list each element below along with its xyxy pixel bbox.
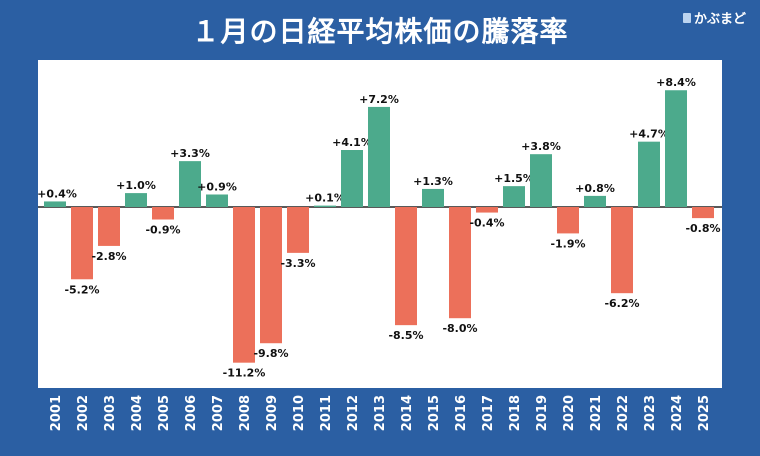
bar-2022 <box>611 207 633 294</box>
brand-mark-icon <box>682 12 691 23</box>
bar-2013 <box>368 106 390 207</box>
value-label-2004: +1.0% <box>116 179 156 192</box>
x-tick-2023: 2023 <box>643 395 658 431</box>
x-tick-2010: 2010 <box>292 395 307 431</box>
value-label-2011: +0.1% <box>305 192 345 205</box>
value-label-2018: +1.5% <box>494 172 534 185</box>
x-tick-2020: 2020 <box>562 395 577 431</box>
bar-2017 <box>476 207 498 213</box>
bar-2007 <box>206 194 228 207</box>
value-label-2023: +4.7% <box>629 128 669 141</box>
bar-2011 <box>314 205 336 207</box>
value-label-2013: +7.2% <box>359 93 399 106</box>
value-label-2022: -6.2% <box>604 297 639 310</box>
value-label-2020: -1.9% <box>550 237 585 250</box>
bar-2002 <box>71 207 93 280</box>
value-label-2017: -0.4% <box>469 217 504 230</box>
x-tick-2021: 2021 <box>589 395 604 431</box>
bar-2001 <box>44 201 66 207</box>
bar-2021 <box>584 195 606 207</box>
value-label-2015: +1.3% <box>413 175 453 188</box>
bar-2024 <box>665 90 687 207</box>
chart-title: １月の日経平均株価の騰落率 <box>191 15 569 48</box>
x-tick-2001: 2001 <box>49 395 64 431</box>
x-tick-2011: 2011 <box>319 395 334 431</box>
x-tick-2008: 2008 <box>238 395 253 431</box>
value-label-2002: -5.2% <box>64 283 99 296</box>
value-label-2006: +3.3% <box>170 147 210 160</box>
bar-2016 <box>449 207 471 319</box>
bar-2012 <box>341 150 363 207</box>
x-tick-2012: 2012 <box>346 395 361 431</box>
value-label-2012: +4.1% <box>332 136 372 149</box>
value-label-2009: -9.8% <box>253 347 288 360</box>
x-tick-2003: 2003 <box>103 395 118 431</box>
bar-2010 <box>287 207 309 253</box>
bar-2023 <box>638 141 660 207</box>
x-tick-2002: 2002 <box>76 395 91 431</box>
bar-2006 <box>179 161 201 207</box>
bar-2014 <box>395 207 417 326</box>
value-label-2024: +8.4% <box>656 76 696 89</box>
value-label-2019: +3.8% <box>521 140 561 153</box>
x-tick-2019: 2019 <box>535 395 550 431</box>
value-label-2008: -11.2% <box>223 367 266 380</box>
bar-2025 <box>692 207 714 219</box>
value-label-2007: +0.9% <box>197 180 237 193</box>
value-label-2014: -8.5% <box>388 329 423 342</box>
bar-2019 <box>530 154 552 207</box>
x-tick-2016: 2016 <box>454 395 469 431</box>
x-tick-2018: 2018 <box>508 395 523 431</box>
x-tick-2017: 2017 <box>481 395 496 431</box>
value-label-2016: -8.0% <box>442 322 477 335</box>
x-tick-2015: 2015 <box>427 395 442 431</box>
x-tick-2014: 2014 <box>400 395 415 431</box>
value-label-2025: -0.8% <box>685 222 720 235</box>
bar-2015 <box>422 188 444 207</box>
x-tick-2024: 2024 <box>670 395 685 431</box>
bar-2005 <box>152 207 174 220</box>
x-tick-2007: 2007 <box>211 395 226 431</box>
x-tick-2025: 2025 <box>697 395 712 431</box>
value-label-2005: -0.9% <box>145 224 180 237</box>
value-label-2001: +0.4% <box>37 187 77 200</box>
x-tick-2009: 2009 <box>265 395 280 431</box>
x-tick-2022: 2022 <box>616 395 631 431</box>
bar-2020 <box>557 207 579 234</box>
x-tick-2013: 2013 <box>373 395 388 431</box>
value-label-2021: +0.8% <box>575 182 615 195</box>
bar-2004 <box>125 193 147 207</box>
bar-2009 <box>260 207 282 344</box>
brand-name: かぶまど <box>693 12 746 27</box>
value-label-2003: -2.8% <box>91 250 126 263</box>
bar-2008 <box>233 207 255 363</box>
bar-2018 <box>503 186 525 207</box>
bar-2003 <box>98 207 120 246</box>
x-tick-2004: 2004 <box>130 395 145 431</box>
x-tick-2006: 2006 <box>184 395 199 431</box>
brand-logo: かぶまど <box>682 8 746 27</box>
value-label-2010: -3.3% <box>280 257 315 270</box>
x-tick-2005: 2005 <box>157 395 172 431</box>
